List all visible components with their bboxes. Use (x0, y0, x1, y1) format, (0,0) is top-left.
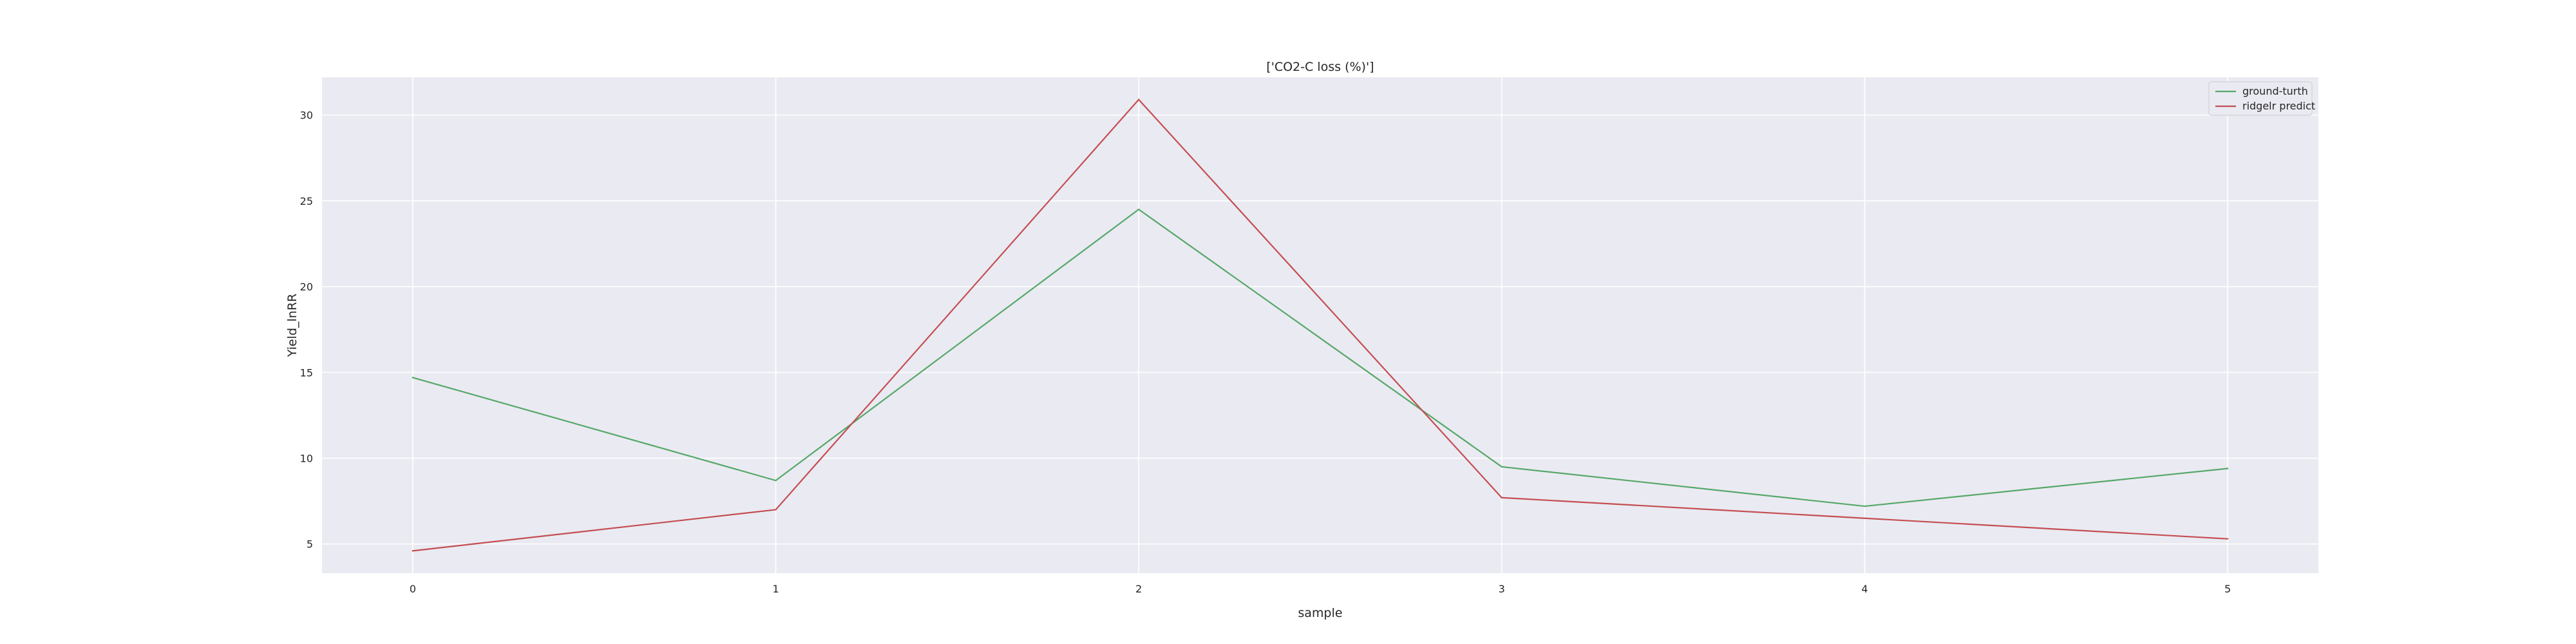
x-tick-label-5: 5 (2224, 583, 2231, 595)
data-point-1-4 (1864, 517, 1866, 519)
x-axis-label: sample (1298, 606, 1342, 620)
legend-label-1: ridgelr predict (2242, 100, 2315, 112)
series-line-1 (412, 99, 2228, 552)
x-tick-label-2: 2 (1135, 583, 1142, 595)
legend-items: ground-turth ridgelr predict (2215, 85, 2315, 112)
chart-title: ['CO2-C loss (%)'] (1266, 60, 1374, 74)
grid-lines (322, 77, 2318, 573)
y-axis-ticks: 5 10 15 20 25 30 (300, 109, 313, 551)
series-line-0 (412, 209, 2228, 507)
data-point-1-5 (2226, 538, 2229, 540)
y-tick-label-3: 20 (300, 281, 313, 293)
data-point-1-3 (1501, 497, 1503, 498)
x-axis-ticks: 0 1 2 3 4 5 (410, 583, 2231, 595)
y-axis-label: Yield_lnRR (285, 294, 299, 357)
legend: ground-turth ridgelr predict (2208, 81, 2315, 116)
data-point-0-0 (412, 377, 414, 379)
data-point-0-2 (1137, 208, 1140, 211)
y-tick-label-5: 30 (300, 109, 313, 122)
y-tick-label-2: 15 (300, 366, 313, 379)
plot-area (322, 77, 2318, 573)
data-point-0-1 (775, 479, 777, 482)
data-point-1-1 (775, 509, 777, 511)
y-tick-label-4: 25 (300, 195, 313, 207)
x-tick-label-1: 1 (772, 583, 779, 595)
series-lines (412, 99, 2229, 552)
data-point-0-5 (2226, 468, 2229, 469)
data-point-1-0 (412, 550, 414, 552)
x-tick-label-0: 0 (410, 583, 416, 595)
x-tick-label-4: 4 (1861, 583, 1868, 595)
legend-label-0: ground-turth (2242, 85, 2308, 97)
y-tick-label-1: 10 (300, 452, 313, 464)
data-point-0-4 (1864, 505, 1866, 507)
y-tick-label-0: 5 (307, 538, 313, 551)
x-tick-label-3: 3 (1499, 583, 1505, 595)
data-point-1-2 (1137, 99, 1140, 100)
data-point-0-3 (1501, 466, 1503, 468)
